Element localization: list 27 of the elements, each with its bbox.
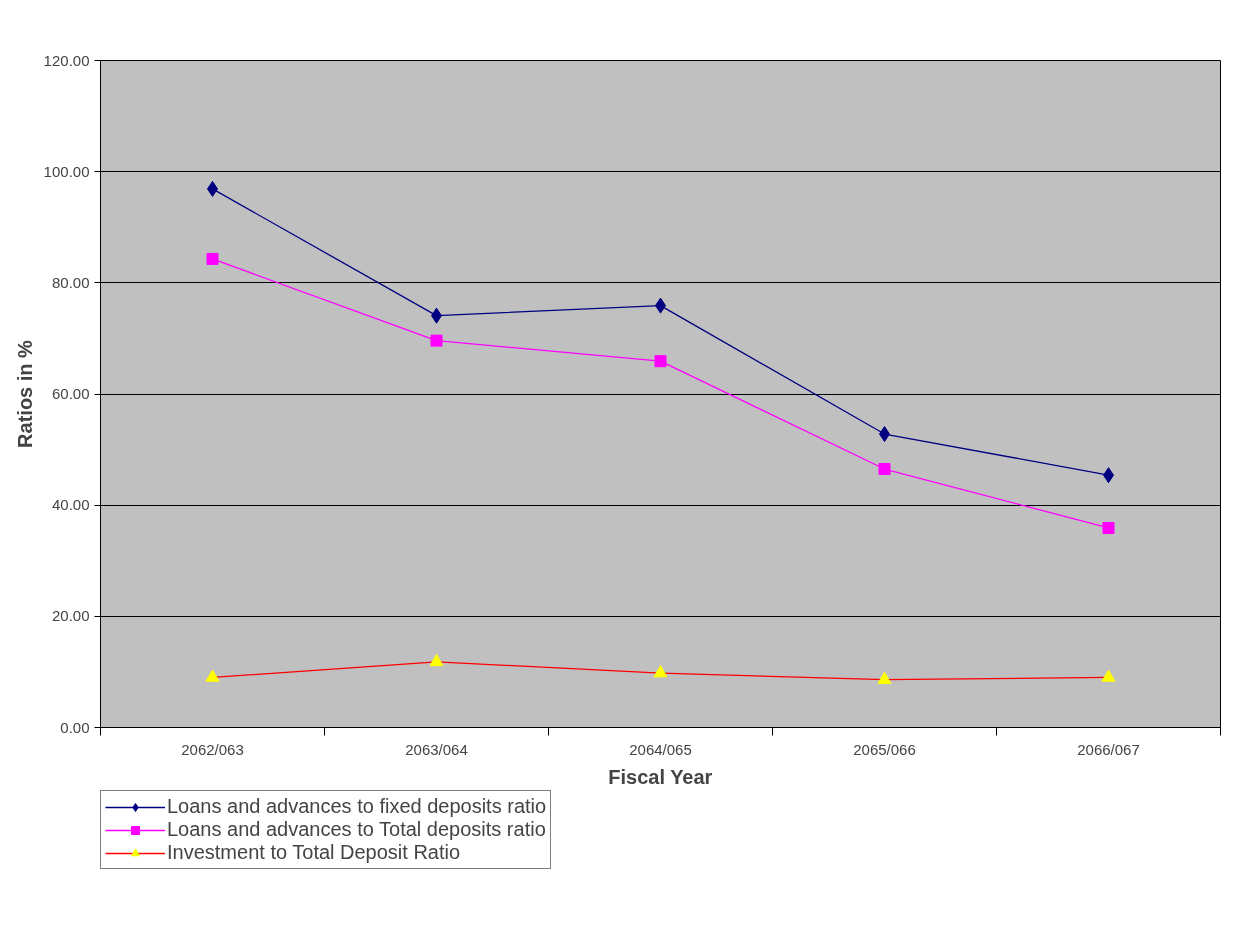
x-axis-title: Fiscal Year [608, 765, 713, 788]
x-tick-label: 2064/065 [629, 740, 692, 758]
point [430, 334, 443, 347]
x-tick-label: 2066/067 [1077, 740, 1140, 758]
point [429, 653, 444, 667]
x-tick-label: 2062/063 [181, 740, 244, 758]
point [1102, 521, 1115, 534]
y-tick-label: 120.00 [43, 51, 90, 69]
point [878, 463, 891, 476]
legend-label: Loans and advances to fixed deposits ratio [167, 795, 547, 818]
y-axis-title: Ratios in % [13, 339, 36, 448]
x-tick-label: 2063/064 [405, 740, 468, 758]
point [877, 671, 892, 684]
point [206, 252, 219, 265]
y-tick-label: 100.00 [43, 162, 90, 180]
legend-label: Investment to Total Deposit Ratio [167, 841, 461, 864]
y-tick-label: 60.00 [51, 385, 90, 402]
y-tick-label: 20.00 [51, 607, 90, 625]
legend-label: Loans and advances to Total deposits ratio [167, 818, 546, 841]
x-tick-label: 2065/066 [853, 740, 916, 758]
y-tick-label: 40.00 [51, 496, 90, 514]
y-tick-label: 0.00 [60, 718, 90, 736]
point [653, 665, 668, 678]
point [654, 355, 667, 368]
point [1101, 669, 1116, 682]
point [205, 669, 220, 682]
y-tick-label: 80.00 [51, 273, 90, 291]
